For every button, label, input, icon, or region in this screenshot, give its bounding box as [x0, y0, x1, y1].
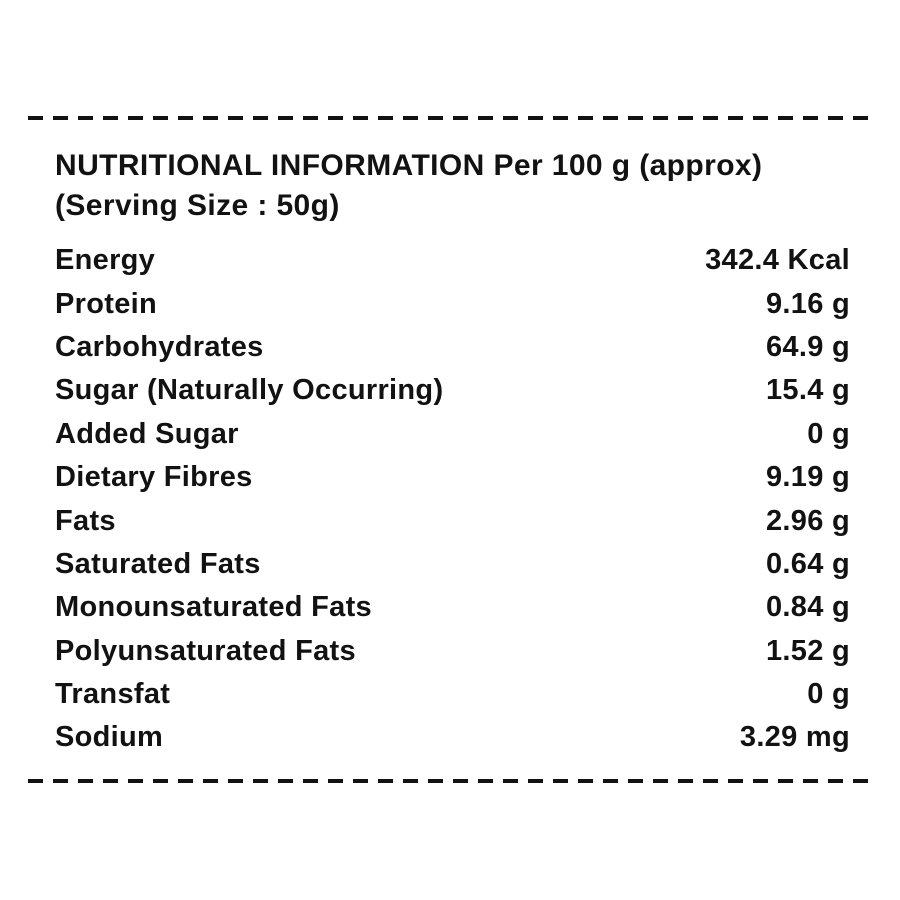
nutrient-name: Fats — [55, 504, 116, 537]
nutrient-name: Dietary Fibres — [55, 461, 253, 494]
serving-size: (Serving Size : 50g) — [55, 189, 340, 222]
nutrition-rows: Energy 342.4 Kcal Protein 9.16 g Carbohydrat… — [55, 239, 850, 760]
table-row: Polyunsaturated Fats 1.52 g — [55, 630, 850, 673]
table-row: Sodium 3.29 mg — [55, 716, 850, 759]
nutrient-name: Monounsaturated Fats — [55, 591, 372, 624]
table-row: Sugar (Naturally Occurring) 15.4 g — [55, 369, 850, 412]
nutrient-value: 64.9 g — [765, 330, 850, 363]
table-row: Dietary Fibres 9.19 g — [55, 456, 850, 499]
nutrient-value: 15.4 g — [765, 374, 850, 407]
nutrient-value: 1.52 g — [765, 634, 850, 667]
nutrient-name: Carbohydrates — [55, 330, 264, 363]
nutrient-value: 9.16 g — [765, 287, 850, 320]
table-row: Fats 2.96 g — [55, 499, 850, 542]
top-dashed-divider — [28, 116, 872, 120]
nutrient-name: Sugar (Naturally Occurring) — [55, 374, 444, 407]
table-row: Added Sugar 0 g — [55, 413, 850, 456]
table-row: Saturated Fats 0.64 g — [55, 543, 850, 586]
table-row: Transfat 0 g — [55, 673, 850, 716]
table-row: Protein 9.16 g — [55, 282, 850, 325]
nutrient-value: 0 g — [807, 678, 850, 711]
nutrient-value: 0 g — [807, 417, 850, 450]
nutrient-name: Protein — [55, 287, 157, 320]
nutrient-value: 9.19 g — [765, 461, 850, 494]
nutrient-name: Energy — [55, 244, 156, 277]
nutrient-name: Transfat — [55, 678, 171, 711]
nutrition-label: NUTRITIONAL INFORMATION Per 100 g (appro… — [28, 0, 872, 783]
nutrient-name: Added Sugar — [55, 417, 239, 450]
nutrient-value: 0.64 g — [765, 547, 850, 580]
table-row: Energy 342.4 Kcal — [55, 239, 850, 282]
table-row: Monounsaturated Fats 0.84 g — [55, 586, 850, 629]
nutrient-name: Polyunsaturated Fats — [55, 634, 356, 667]
label-header: NUTRITIONAL INFORMATION Per 100 g (appro… — [55, 146, 850, 226]
nutrient-value: 0.84 g — [765, 591, 850, 624]
nutrient-name: Sodium — [55, 721, 164, 754]
bottom-dashed-divider — [28, 778, 872, 783]
table-row: Carbohydrates 64.9 g — [55, 326, 850, 369]
label-content: NUTRITIONAL INFORMATION Per 100 g (appro… — [28, 146, 872, 760]
nutrient-value: 342.4 Kcal — [705, 244, 850, 277]
label-title: NUTRITIONAL INFORMATION Per 100 g (appro… — [55, 149, 763, 182]
nutrient-value: 2.96 g — [765, 504, 850, 537]
nutrient-name: Saturated Fats — [55, 547, 261, 580]
nutrient-value: 3.29 mg — [739, 721, 850, 754]
